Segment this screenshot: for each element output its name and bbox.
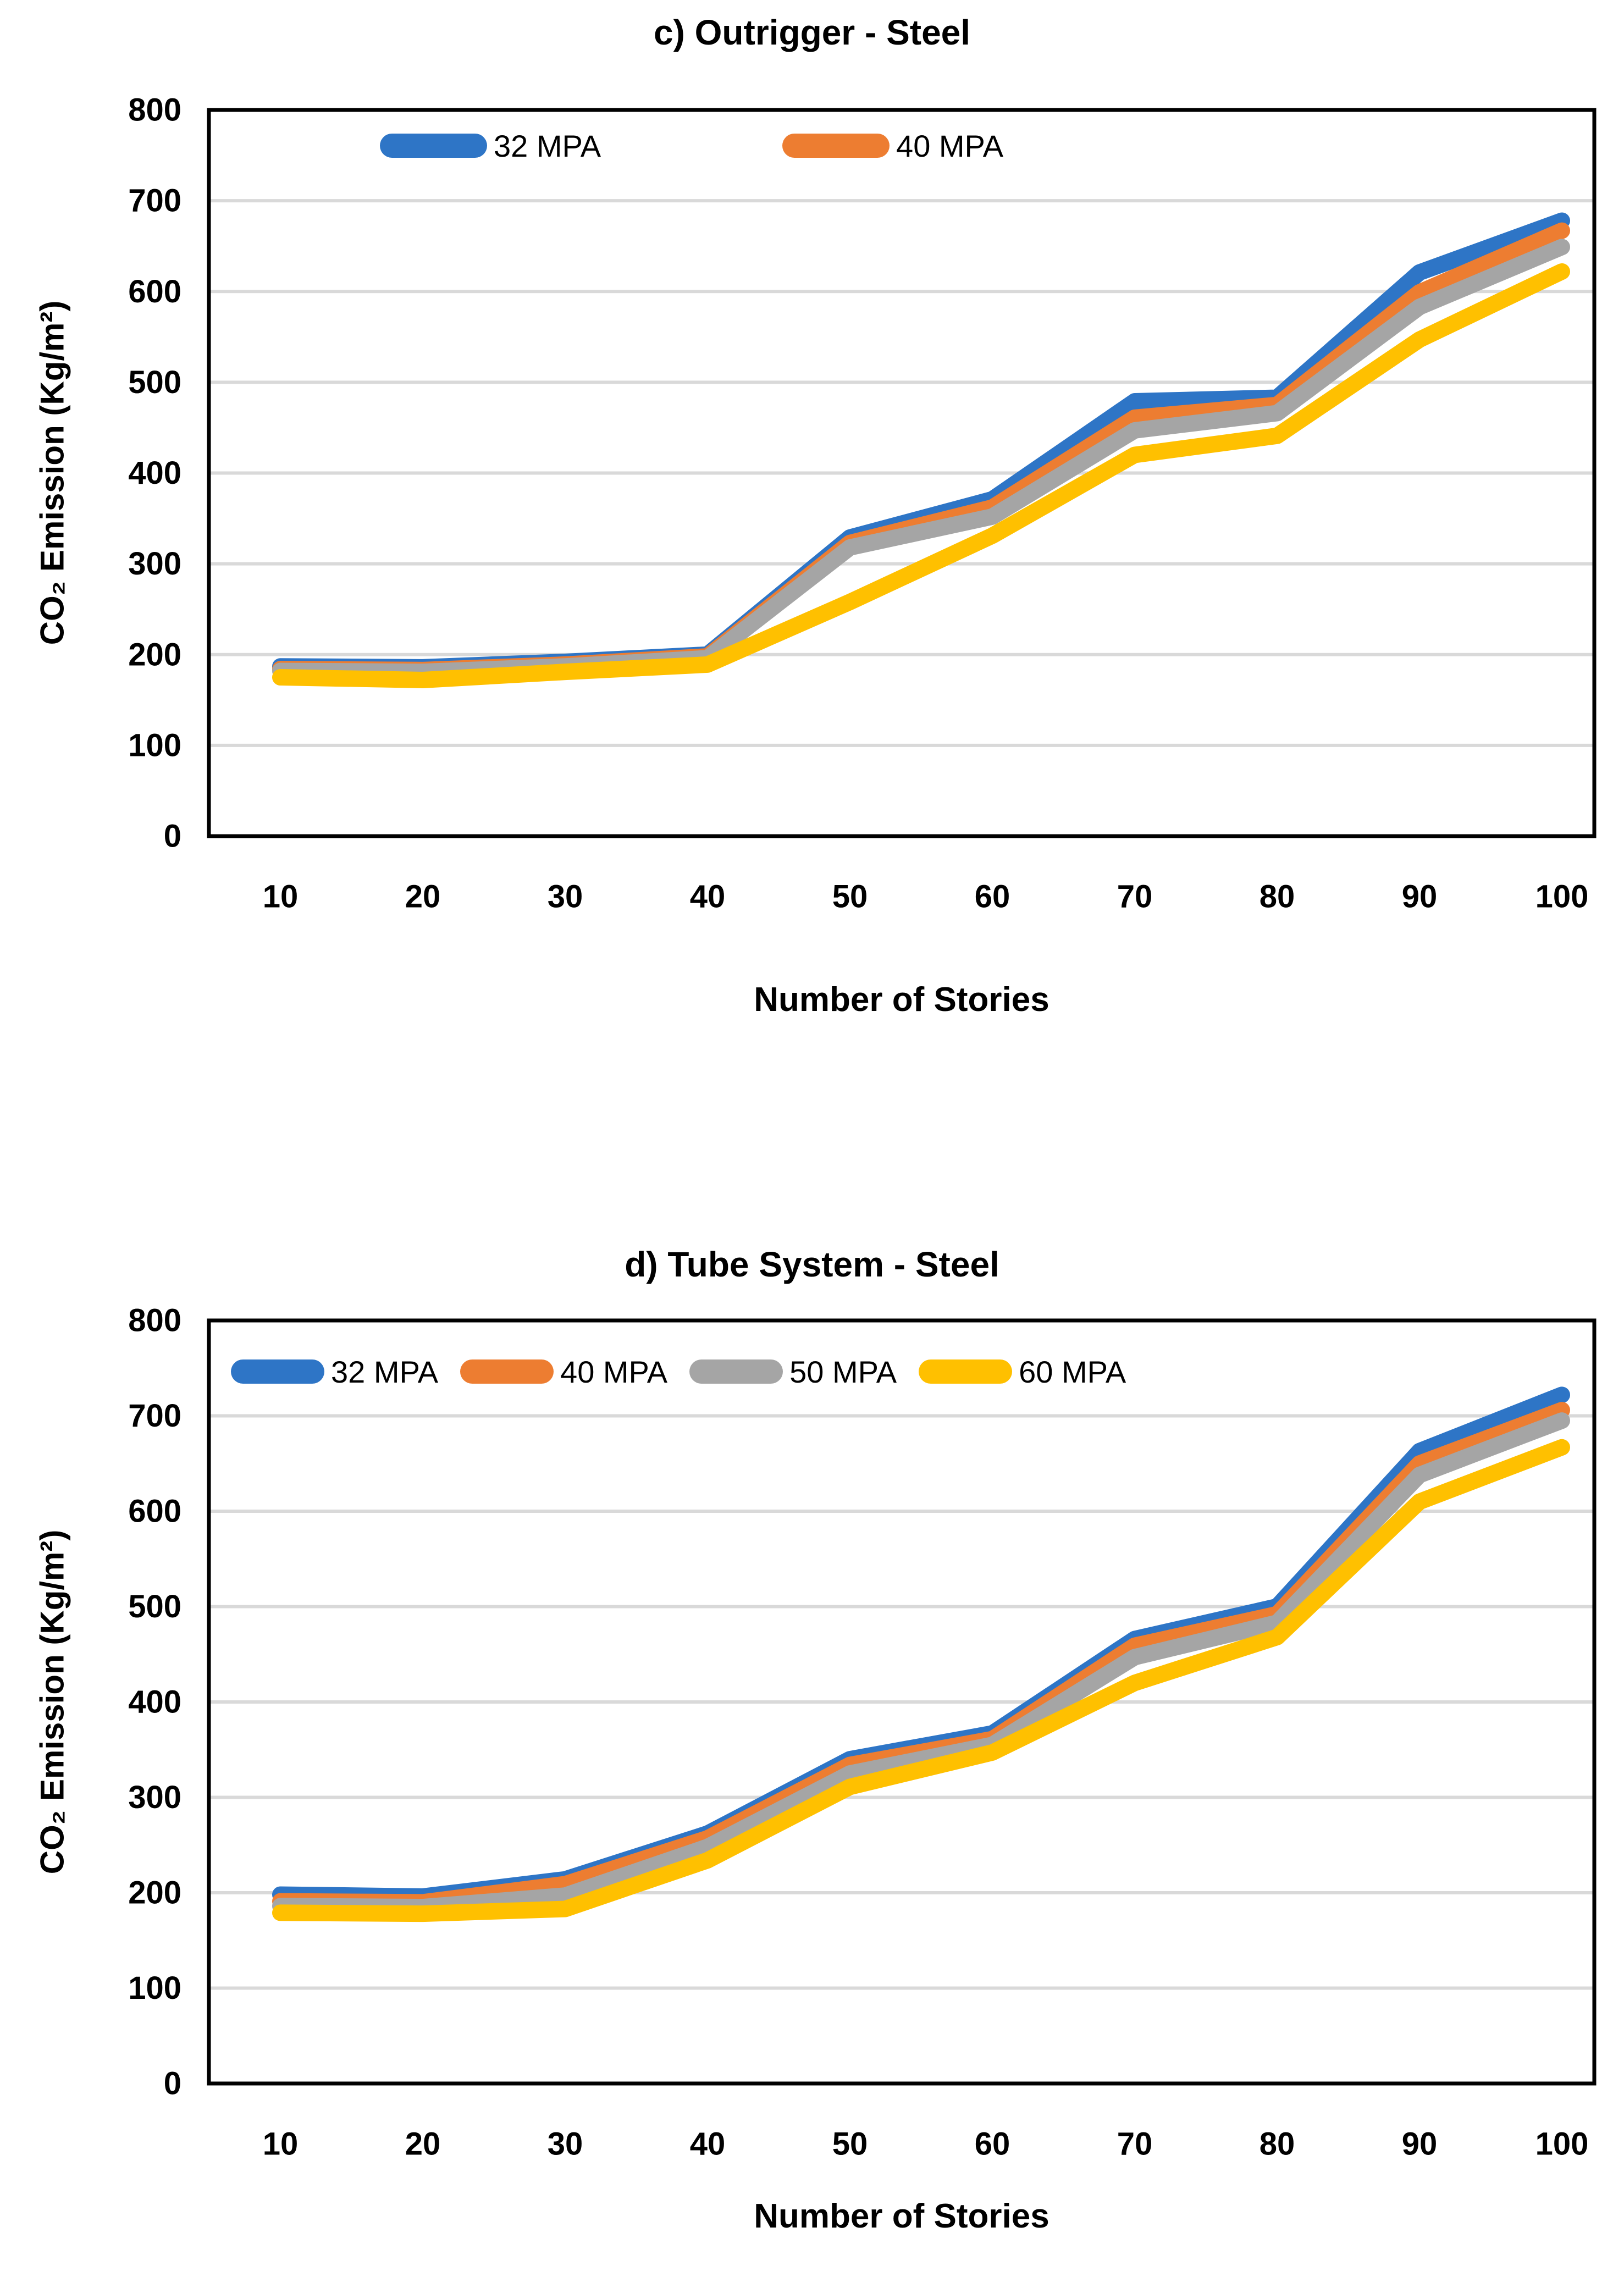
- legend-item-60-mpa: 60 MPA: [919, 1354, 1126, 1389]
- legend-label: 40 MPA: [896, 128, 1004, 163]
- y-tick-label: 200: [128, 637, 181, 672]
- x-tick-label: 50: [832, 2126, 868, 2162]
- legend-swatch: [919, 1359, 1013, 1384]
- chart-tube-system-steel: d) Tube System - Steel 32 MPA 40 MPA 50 MP…: [0, 1138, 1624, 2277]
- series-line-40-mpa: [272, 1402, 1570, 1911]
- y-tick-label: 0: [164, 2066, 181, 2102]
- y-tick-label: 100: [128, 1970, 181, 2006]
- y-tick-label: 0: [164, 819, 181, 854]
- y-axis-title: CO₂ Emission (Kg/m²): [34, 300, 71, 645]
- y-tick-label: 300: [128, 546, 181, 582]
- x-tick-label: 10: [263, 879, 299, 915]
- legend: 32 MPA 40 MPA 50 MPA 60 MPA: [209, 1354, 1126, 1389]
- legend-item-32-mpa: 32 MPA: [380, 128, 601, 163]
- x-tick-label: 80: [1260, 879, 1295, 915]
- legend-item-50-mpa: 50 MPA: [689, 1354, 897, 1389]
- x-tick-label: 40: [690, 2126, 726, 2162]
- legend-swatch: [782, 134, 890, 158]
- legend: 32 MPA 40 MPA: [209, 128, 1004, 163]
- x-tick-label: 30: [548, 879, 583, 915]
- y-tick-label: 500: [128, 1589, 181, 1624]
- legend-swatch: [689, 1359, 783, 1384]
- series-line-32-mpa: [272, 212, 1570, 676]
- x-tick-label: 40: [690, 879, 726, 915]
- y-axis-title: CO₂ Emission (Kg/m²): [34, 1529, 71, 1875]
- x-axis-title: Number of Stories: [754, 2197, 1049, 2235]
- x-tick-label: 60: [975, 2126, 1010, 2162]
- y-tick-label: 400: [128, 1684, 181, 1720]
- x-tick-label: 90: [1402, 2126, 1438, 2162]
- legend-swatch: [380, 134, 487, 158]
- legend-label: 40 MPA: [560, 1354, 668, 1389]
- plot-border: [207, 1318, 1597, 2086]
- x-axis-title: Number of Stories: [754, 981, 1049, 1019]
- y-tick-label: 700: [128, 1398, 181, 1434]
- legend-label: 60 MPA: [1019, 1354, 1126, 1389]
- x-tick-label: 50: [832, 879, 868, 915]
- x-tick-label: 100: [1535, 2126, 1589, 2162]
- chart-title: d) Tube System - Steel: [625, 1245, 999, 1284]
- y-tick-label: 700: [128, 183, 181, 219]
- legend-label: 50 MPA: [789, 1354, 897, 1389]
- chart-title: c) Outrigger - Steel: [653, 13, 971, 52]
- y-tick-label: 600: [128, 1494, 181, 1529]
- legend-item-40-mpa: 40 MPA: [460, 1354, 668, 1389]
- plot-area: 0 100 200 300 400 500 600 700 800 10 20 30 40 50 60 70 8…: [128, 92, 1597, 915]
- series-line-32-mpa: [272, 1386, 1570, 1905]
- x-tick-label: 70: [1117, 879, 1153, 915]
- legend-label: 32 MPA: [331, 1354, 439, 1389]
- plot-area: 0 100 200 300 400 500 600 700 800 10 20 30 40 50 60 70 8…: [128, 1303, 1597, 2162]
- x-tick-label: 10: [263, 2126, 299, 2162]
- x-tick-label: 20: [405, 879, 441, 915]
- series-line-50-mpa: [272, 1412, 1570, 1916]
- x-tick-label: 100: [1535, 879, 1589, 915]
- legend-item-40-mpa: 40 MPA: [782, 128, 1004, 163]
- x-tick-label: 20: [405, 2126, 441, 2162]
- series-line-60-mpa: [272, 263, 1570, 688]
- series-line-40-mpa: [272, 222, 1570, 678]
- y-tick-label: 600: [128, 274, 181, 310]
- x-tick-label: 80: [1260, 2126, 1295, 2162]
- legend-label: 32 MPA: [494, 128, 601, 163]
- y-tick-label: 100: [128, 727, 181, 763]
- y-tick-label: 800: [128, 1303, 181, 1339]
- x-tick-label: 60: [975, 879, 1010, 915]
- y-tick-label: 400: [128, 455, 181, 491]
- x-tick-label: 30: [548, 2126, 583, 2162]
- legend-item-32-mpa: 32 MPA: [231, 1354, 439, 1389]
- series-line-60-mpa: [272, 1439, 1570, 1922]
- x-tick-label: 70: [1117, 2126, 1153, 2162]
- legend-swatch: [460, 1359, 554, 1384]
- chart-outrigger-steel: c) Outrigger - Steel 32 MPA 40 MPA 0 100 20…: [0, 0, 1624, 1138]
- y-tick-label: 500: [128, 364, 181, 400]
- y-tick-label: 200: [128, 1875, 181, 1911]
- x-tick-label: 90: [1402, 879, 1438, 915]
- y-tick-label: 300: [128, 1779, 181, 1815]
- y-tick-label: 800: [128, 92, 181, 128]
- legend-swatch: [231, 1359, 324, 1384]
- plot-border: [207, 108, 1597, 838]
